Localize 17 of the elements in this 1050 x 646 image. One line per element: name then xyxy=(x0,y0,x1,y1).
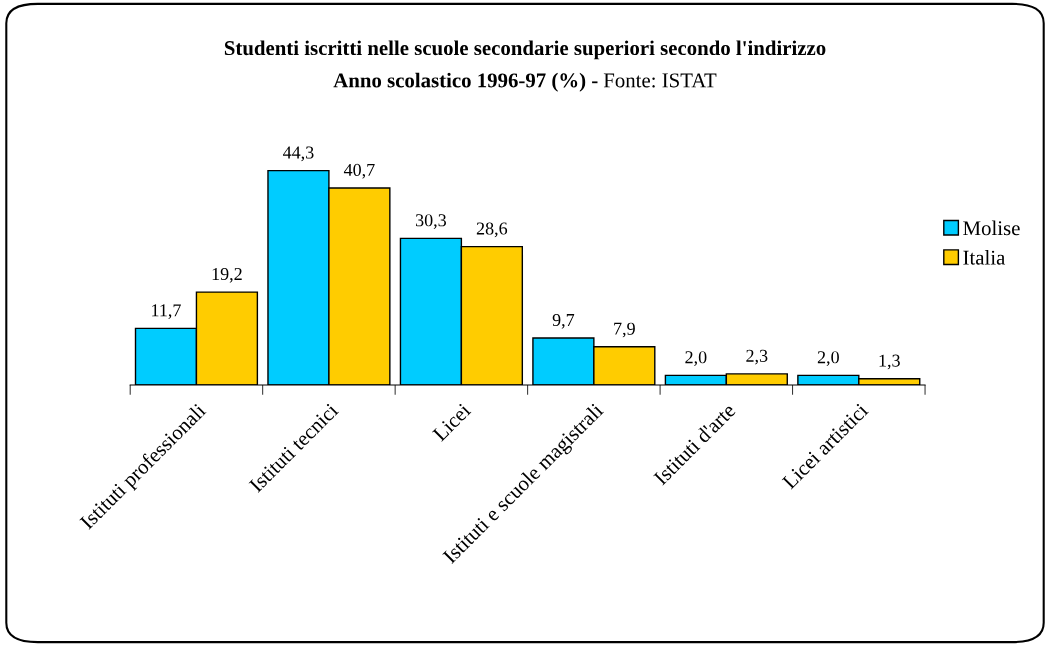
data-label: 9,7 xyxy=(552,313,575,329)
data-label: 2,0 xyxy=(817,351,839,366)
source-note: Fonte: ISTAT xyxy=(603,73,717,88)
data-label: 44,3 xyxy=(283,146,314,162)
data-label: 2,3 xyxy=(746,349,768,365)
data-label: 30,3 xyxy=(415,214,447,229)
chart-title: Studenti iscritti nelle scuole secondarie superiori secondo l'indirizzo xyxy=(224,40,826,60)
legend-label: Molise xyxy=(963,220,1020,236)
data-label: 11,7 xyxy=(152,304,181,319)
data-label: 7,9 xyxy=(614,322,635,338)
data-label: 2,0 xyxy=(685,351,707,366)
chart-subtitle: Anno scolastico 1996-97 (%) - xyxy=(333,72,598,92)
data-label: 28,6 xyxy=(476,222,508,238)
legend-label: Italia xyxy=(963,250,1006,265)
data-label: 40,7 xyxy=(343,163,375,179)
data-label: 1,3 xyxy=(879,354,900,370)
data-label: 19,2 xyxy=(212,267,242,283)
